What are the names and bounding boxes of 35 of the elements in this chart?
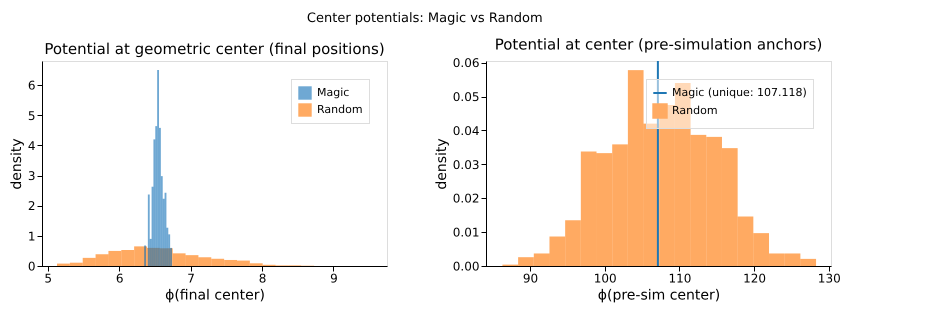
y-tick-label: 0.00	[452, 260, 480, 274]
y-tick-label: 0.01	[452, 226, 480, 240]
y-axis-title: density	[8, 138, 25, 190]
y-tick-label: 6	[28, 78, 36, 93]
y-tick-label: 0.04	[452, 124, 480, 138]
y-tick-label: 0	[28, 260, 36, 274]
y-tick-label: 1	[28, 229, 36, 244]
y-tick-label: 0.03	[452, 158, 480, 172]
x-tick-label: 9	[330, 272, 338, 286]
x-axis-title: ϕ(final center)	[165, 288, 265, 304]
y-tick-label: 0.05	[452, 90, 480, 104]
y-tick-label: 5	[28, 108, 36, 123]
x-tick-label: 130	[818, 272, 841, 286]
x-tick-label: 5	[44, 272, 52, 286]
y-tick-label: 3	[28, 169, 36, 184]
ref-line-label: Magic (unique: 107.118)	[672, 86, 807, 99]
text: Center potentials: Magic vs Random	[306, 11, 543, 26]
x-tick-label: 7	[187, 272, 195, 286]
y-axis-title: density	[434, 138, 450, 190]
x-axis-title: ϕ(pre-sim center)	[598, 288, 720, 304]
x-tick-label: 100	[594, 272, 617, 286]
legend-label: Magic	[317, 86, 350, 99]
x-tick-label: 90	[522, 272, 538, 286]
x-tick-label: 110	[668, 272, 692, 286]
legend-label: Random	[317, 103, 363, 116]
y-tick-label: 0.06	[452, 56, 480, 70]
y-tick-label: 0.02	[452, 192, 480, 206]
y-tick-label: 4	[28, 138, 36, 153]
x-tick-label: 120	[743, 272, 766, 286]
x-tick-label: 8	[258, 272, 266, 286]
chart-title: Potential at geometric center (final positions)	[44, 40, 385, 58]
y-tick-label: 2	[28, 199, 36, 214]
legend-label: Random	[672, 104, 718, 117]
x-tick-label: 6	[116, 272, 124, 286]
chart-title: Potential at center (pre-simulation anchors)	[494, 36, 822, 54]
